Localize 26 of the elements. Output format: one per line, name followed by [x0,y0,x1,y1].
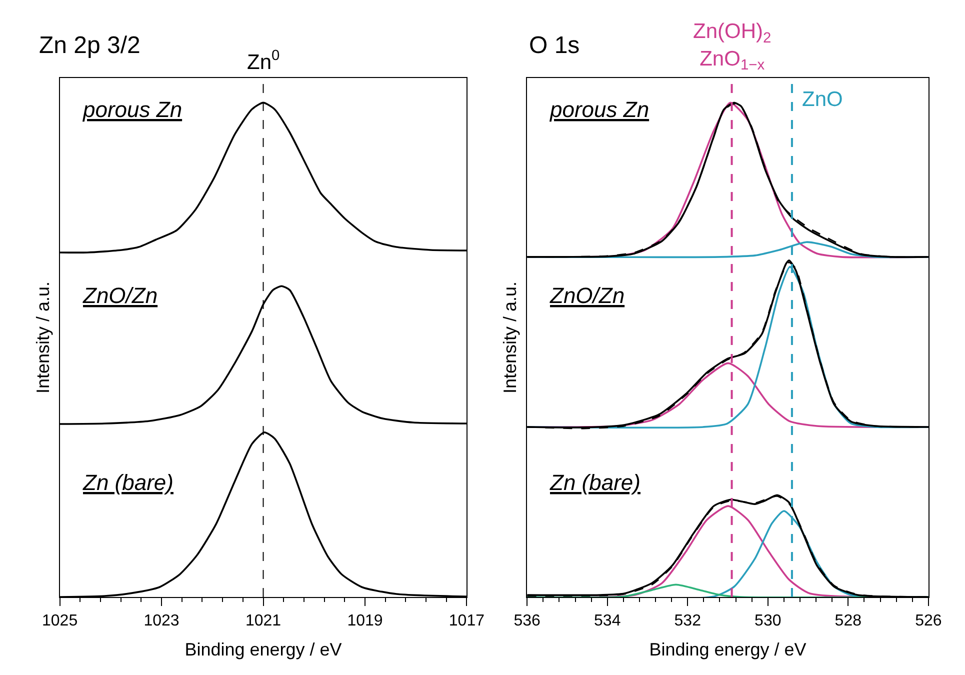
x-tick-label: 536 [514,612,541,630]
chart-title: Zn 2p 3/2 [39,32,140,59]
y-axis-title: Intensity / a.u. [32,281,53,394]
annotation: porous Zn [82,97,182,122]
x-tick-label: 530 [754,612,782,630]
x-tick-label: 1023 [144,612,180,630]
x-tick-label: 1025 [42,612,78,630]
chart-title: O 1s [529,32,580,59]
annotation: Zn (bare) [82,470,174,495]
x-tick-label: 528 [834,612,862,630]
annotation: ZnO/Zn [549,283,625,308]
x-tick-label: 1019 [347,612,383,630]
x-axis-title: Binding energy / eV [649,639,806,660]
x-axis-title: Binding energy / eV [184,639,342,660]
x-tick-label: 526 [915,612,942,630]
x-tick-label: 1021 [245,612,282,630]
x-tick-label: 1017 [448,612,485,630]
ref-line-label: ZnO [802,88,843,111]
annotation: Zn (bare) [549,470,640,495]
ref-line-label: Zn$^{0}$ [247,48,280,74]
text: Zn(OH)$_{2}$ ZnO$_{1−x}$ [693,20,772,74]
y-axis-title: Intensity / a.u. [500,281,520,394]
annotation: ZnO/Zn [82,283,158,308]
x-tick-label: 534 [594,612,621,630]
x-tick-label: 532 [674,612,702,630]
annotation: porous Zn [549,97,650,122]
